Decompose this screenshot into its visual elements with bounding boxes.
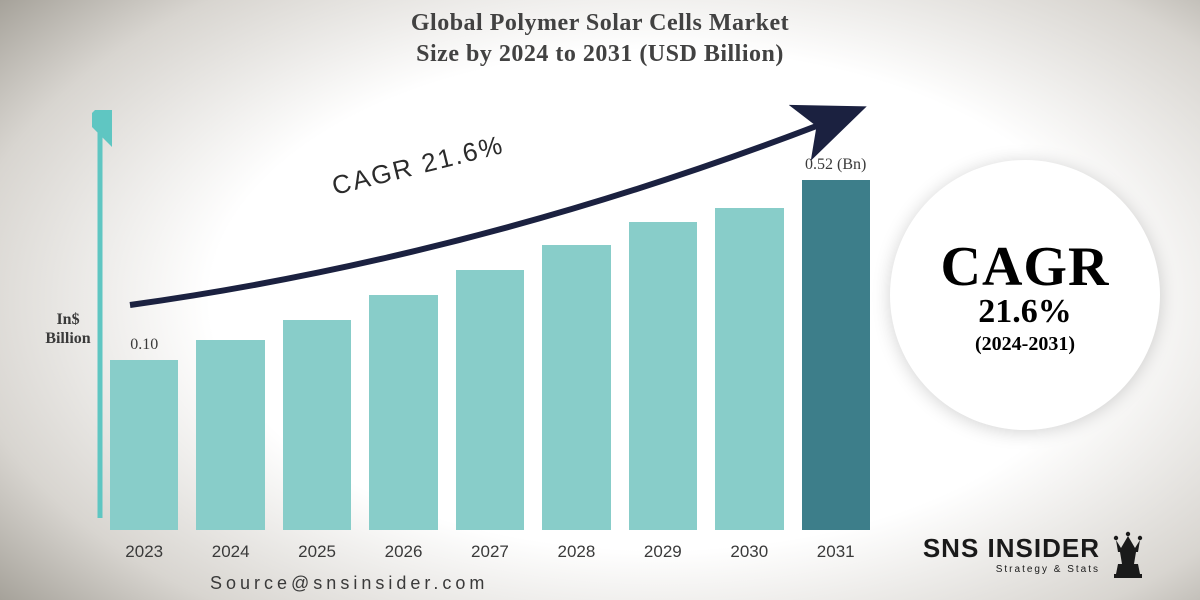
bar-value-last: 0.52 (Bn) [805, 156, 866, 174]
bar-2031: 0.52 (Bn) [802, 180, 870, 530]
title-line2: Size by 2024 to 2031 (USD Billion) [416, 41, 784, 67]
xlabel-2024: 2024 [196, 542, 264, 562]
bar-2029 [629, 222, 697, 530]
bar-chart: 0.10 0.52 (Bn) [110, 110, 870, 530]
bar-2030 [715, 208, 783, 530]
brand-tagline: Strategy & Stats [923, 564, 1100, 575]
bar-rect [802, 180, 870, 530]
cagr-year-range: (2024-2031) [975, 333, 1075, 356]
y-axis: In$ Billion [40, 110, 110, 520]
bar-group: 0.10 0.52 (Bn) [110, 110, 870, 530]
bar-rect [369, 295, 437, 530]
bar-rect [110, 360, 178, 530]
xlabel-2028: 2028 [542, 542, 610, 562]
bar-rect [456, 270, 524, 530]
bar-value-first: 0.10 [130, 336, 158, 354]
cagr-circle: CAGR 21.6% (2024-2031) [890, 160, 1160, 430]
xlabel-2030: 2030 [715, 542, 783, 562]
bar-rect [283, 320, 351, 530]
bar-2024 [196, 340, 264, 530]
xlabel-2023: 2023 [110, 542, 178, 562]
bar-2023: 0.10 [110, 360, 178, 530]
bar-rect [196, 340, 264, 530]
chart-title: Global Polymer Solar Cells Market Size b… [250, 8, 950, 70]
bar-2026 [369, 295, 437, 530]
source-text: Source@snsinsider.com [210, 573, 488, 594]
crown-chess-icon [1110, 530, 1146, 578]
brand-name: SNS INSIDER [923, 533, 1100, 564]
cagr-percent: 21.6% [978, 293, 1072, 331]
xlabel-2029: 2029 [629, 542, 697, 562]
x-axis-labels: 2023 2024 2025 2026 2027 2028 2029 2030 2031 [110, 542, 870, 562]
xlabel-2027: 2027 [456, 542, 524, 562]
title-line1: Global Polymer Solar Cells Market [411, 10, 789, 36]
y-axis-label: In$ Billion [40, 310, 96, 348]
cagr-heading: CAGR [941, 235, 1110, 299]
xlabel-2026: 2026 [369, 542, 437, 562]
bar-rect [715, 208, 783, 530]
brand-logo: SNS INSIDER Strategy & Stats [923, 530, 1146, 578]
cagr-circle-bg: CAGR 21.6% (2024-2031) [890, 160, 1160, 430]
xlabel-2031: 2031 [802, 542, 870, 562]
bar-2028 [542, 245, 610, 530]
bar-2027 [456, 270, 524, 530]
xlabel-2025: 2025 [283, 542, 351, 562]
bar-rect [629, 222, 697, 530]
bar-2025 [283, 320, 351, 530]
bar-rect [542, 245, 610, 530]
brand-text: SNS INSIDER Strategy & Stats [923, 533, 1100, 575]
